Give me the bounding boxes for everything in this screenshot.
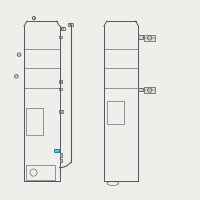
Bar	[26, 165, 55, 180]
Bar	[54, 149, 59, 152]
Bar	[138, 35, 143, 39]
Bar	[107, 101, 124, 124]
Bar	[138, 88, 143, 91]
Bar	[144, 35, 155, 41]
Bar	[60, 153, 62, 157]
Bar	[144, 87, 155, 93]
Bar	[59, 80, 62, 83]
Bar	[61, 27, 64, 30]
Bar	[60, 159, 62, 162]
Bar	[68, 23, 73, 26]
Bar	[26, 108, 43, 135]
Bar	[59, 36, 62, 38]
Bar	[59, 110, 63, 113]
Bar	[59, 88, 62, 90]
